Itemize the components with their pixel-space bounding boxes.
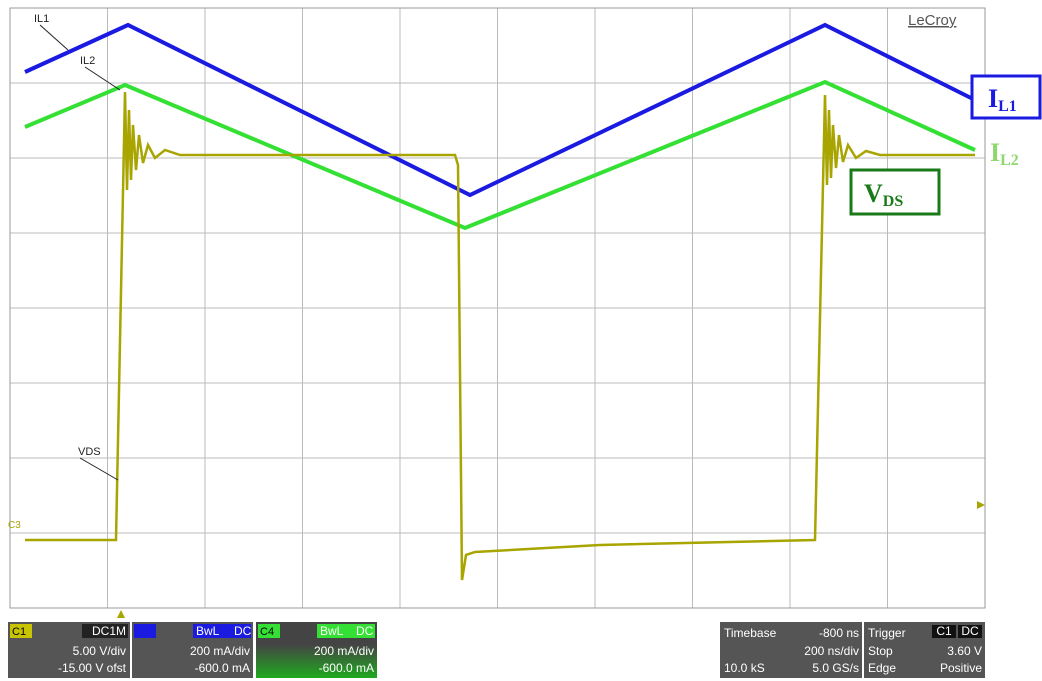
channel-name: C4 bbox=[260, 626, 274, 638]
pointer bbox=[39, 24, 69, 51]
trigger-label: Trigger bbox=[868, 626, 906, 640]
annotation: IL2 bbox=[990, 138, 1019, 169]
channel-name: C1 bbox=[12, 626, 26, 638]
coupling-tag bbox=[82, 624, 128, 638]
timebase-label: Timebase bbox=[724, 626, 777, 640]
bandwidth: BwL bbox=[196, 624, 220, 638]
bandwidth: BwL bbox=[320, 624, 344, 638]
coupling: DC bbox=[356, 624, 374, 638]
tag bbox=[958, 625, 982, 638]
delay: -800 ns bbox=[819, 626, 859, 640]
pointer bbox=[84, 66, 121, 91]
pointer bbox=[79, 457, 119, 481]
annotation: IL1 bbox=[988, 84, 1017, 115]
timebase-box bbox=[720, 622, 862, 678]
trigger-slope: Positive bbox=[940, 661, 982, 675]
channel-tag bbox=[258, 624, 280, 638]
offset: -600.0 mA bbox=[195, 661, 250, 675]
annotation-box bbox=[970, 74, 1042, 120]
trigger-type: Edge bbox=[868, 661, 896, 675]
trigger-position bbox=[117, 610, 125, 618]
annotation: VDS bbox=[864, 179, 903, 210]
sample-rate: 5.0 GS/s bbox=[812, 661, 859, 675]
samples: 10.0 kS bbox=[724, 661, 765, 675]
offset: -15.00 V ofst bbox=[58, 661, 127, 675]
scale: 5.00 V/div bbox=[73, 644, 126, 658]
scale: 200 mA/div bbox=[314, 644, 374, 658]
trace-label: IL2 bbox=[80, 55, 95, 67]
coupling: DC bbox=[234, 624, 252, 638]
tag bbox=[932, 625, 956, 638]
trigger-mode: Stop bbox=[868, 644, 893, 658]
annotation-box bbox=[849, 168, 941, 216]
trace-label: IL1 bbox=[34, 13, 49, 25]
trigger-level: 3.60 V bbox=[947, 644, 982, 658]
coupling: DC1M bbox=[92, 624, 126, 638]
info-panels: C1 DC1M 5.00 V/div -15.00 V ofst BwL DC … bbox=[8, 622, 985, 678]
trigger-marker bbox=[977, 501, 985, 509]
trace-il2 bbox=[24, 79, 976, 231]
trace-label: VDS bbox=[78, 446, 101, 458]
offset: -600.0 mA bbox=[319, 661, 374, 675]
coupling-tag bbox=[317, 624, 375, 638]
trace-il1 bbox=[24, 22, 976, 198]
channel-marker: C3 bbox=[8, 520, 21, 531]
channel-tag bbox=[10, 624, 32, 638]
time-scale: 200 ns/div bbox=[804, 644, 859, 658]
plot-frame bbox=[9, 7, 986, 609]
trigger-source: C1 bbox=[936, 624, 952, 638]
channel-tag bbox=[134, 624, 156, 638]
trace-vds bbox=[25, 91, 975, 581]
trigger-coupling: DC bbox=[961, 624, 979, 638]
coupling-tag bbox=[193, 624, 251, 638]
scale: 200 mA/div bbox=[190, 644, 250, 658]
brand: LeCroy bbox=[908, 12, 957, 29]
